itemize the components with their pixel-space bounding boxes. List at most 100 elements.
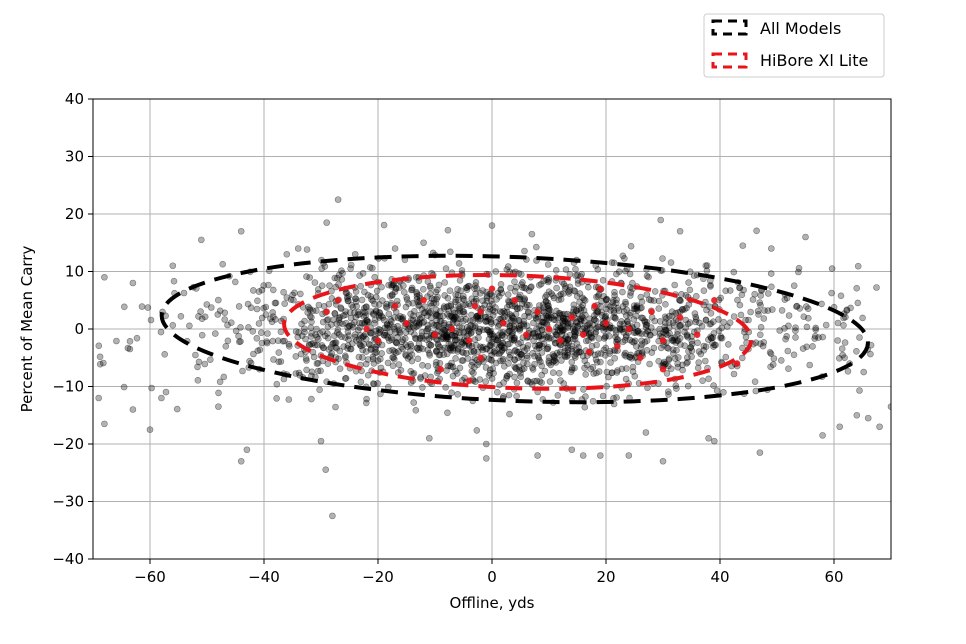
all-models-point — [497, 286, 505, 293]
all-models-point — [375, 301, 383, 308]
all-models-point — [468, 328, 475, 336]
all-models-point — [707, 281, 714, 289]
all-models-point — [579, 301, 587, 309]
all-models-point — [497, 280, 505, 288]
all-models-point — [607, 303, 614, 310]
all-models-point — [609, 296, 617, 304]
all-models-point — [572, 272, 580, 279]
all-models-point — [336, 347, 344, 355]
all-models-point — [486, 331, 494, 338]
all-models-point — [440, 331, 448, 338]
all-models-point — [562, 315, 570, 323]
all-models-point — [532, 243, 540, 251]
all-models-point — [243, 446, 251, 454]
all-models-point — [636, 329, 643, 337]
all-models-point — [451, 309, 458, 317]
all-models-point — [677, 297, 684, 305]
all-models-point — [312, 331, 319, 339]
all-models-point — [435, 351, 443, 359]
all-models-point — [357, 282, 365, 290]
hibore-xl-lite-point — [374, 337, 382, 344]
all-models-point — [593, 307, 600, 315]
all-models-point — [538, 371, 546, 379]
all-models-point — [413, 288, 420, 296]
all-models-point — [395, 348, 402, 355]
all-models-point — [442, 383, 449, 391]
all-models-point — [482, 318, 490, 325]
all-models-point — [586, 315, 594, 323]
all-models-point — [197, 308, 204, 315]
all-models-point — [566, 331, 574, 339]
all-models-point — [614, 336, 622, 343]
all-models-point — [856, 334, 863, 341]
data-marks — [95, 196, 891, 520]
all-models-point — [642, 429, 650, 436]
all-models-point — [323, 219, 331, 226]
all-models-point — [396, 328, 403, 336]
all-models-point — [612, 326, 620, 334]
all-models-point — [453, 336, 461, 344]
all-models-point — [384, 324, 391, 332]
all-models-point — [614, 367, 621, 374]
all-models-point — [547, 311, 555, 319]
all-models-point — [523, 360, 531, 368]
all-models-point — [629, 279, 636, 287]
all-models-point — [608, 369, 616, 377]
all-models-point — [637, 344, 645, 351]
all-models-point — [655, 305, 663, 312]
all-models-point — [505, 327, 513, 335]
all-models-point — [258, 286, 266, 294]
all-models-point — [573, 350, 581, 357]
all-models-point — [599, 276, 607, 284]
all-models-point — [683, 354, 691, 361]
all-models-point — [573, 307, 580, 314]
all-models-point — [792, 327, 799, 335]
all-models-point — [461, 342, 468, 350]
all-models-point — [464, 282, 472, 290]
all-models-point — [560, 380, 568, 387]
all-models-ellipse — [159, 253, 870, 405]
y-tick-label: −10 — [52, 378, 84, 396]
all-models-point — [598, 311, 606, 319]
all-models-point — [515, 323, 523, 330]
all-models-point — [493, 388, 501, 396]
all-models-point — [285, 342, 293, 350]
all-models-point — [553, 349, 561, 357]
all-models-point — [622, 300, 630, 308]
all-models-point — [373, 349, 380, 356]
all-models-point — [422, 332, 430, 340]
all-models-point — [331, 274, 339, 282]
all-models-point — [530, 319, 537, 327]
all-models-point — [344, 293, 351, 301]
all-models-point — [383, 320, 391, 328]
all-models-point — [546, 378, 554, 385]
all-models-point — [853, 347, 860, 355]
all-models-point — [684, 333, 692, 341]
all-models-point — [482, 440, 490, 448]
all-models-point — [392, 349, 400, 357]
all-models-point — [752, 339, 760, 347]
all-models-point — [419, 285, 427, 293]
all-models-point — [802, 303, 810, 310]
all-models-point — [273, 380, 281, 388]
all-models-point — [700, 346, 708, 354]
all-models-point — [384, 359, 392, 367]
all-models-point — [570, 287, 578, 294]
all-models-point — [438, 346, 446, 354]
all-models-point — [736, 301, 744, 309]
all-models-point — [578, 270, 586, 278]
all-models-point — [668, 312, 676, 320]
all-models-point — [533, 345, 541, 353]
all-models-point — [611, 354, 619, 362]
all-models-point — [553, 331, 561, 339]
all-models-point — [352, 313, 360, 321]
all-models-point — [446, 287, 454, 295]
all-models-point — [387, 321, 394, 328]
all-models-point — [792, 324, 799, 332]
all-models-point — [734, 296, 741, 304]
all-models-point — [361, 319, 368, 327]
all-models-point — [255, 288, 263, 295]
all-models-point — [442, 265, 450, 272]
all-models-point — [359, 354, 366, 361]
all-models-point — [690, 272, 698, 279]
